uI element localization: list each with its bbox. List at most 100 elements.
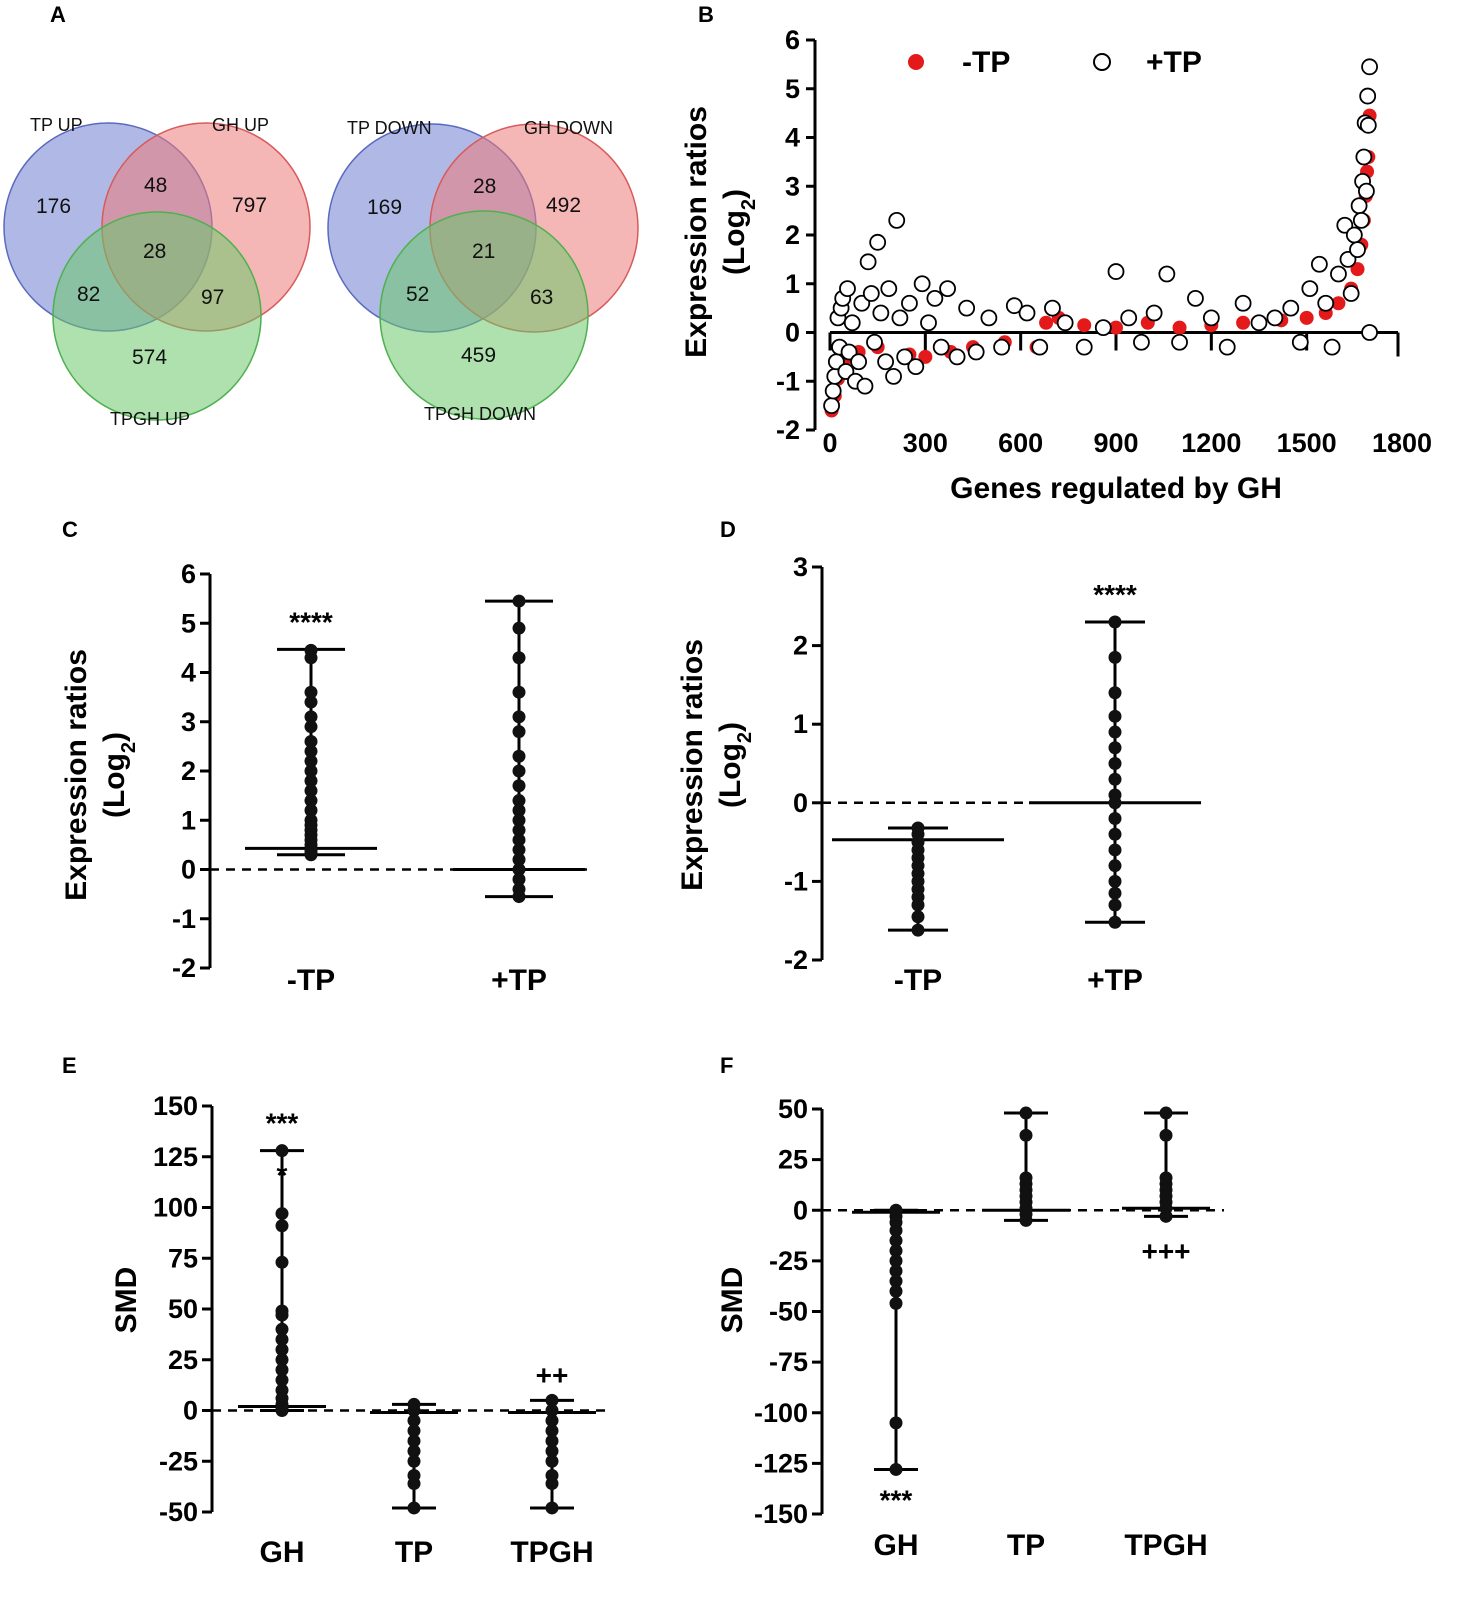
significance-label: ++ xyxy=(536,1359,569,1390)
data-point xyxy=(1108,725,1122,739)
data-point xyxy=(512,823,526,837)
venn-count: 169 xyxy=(367,196,402,219)
data-point xyxy=(512,794,526,808)
point-plus-tp xyxy=(932,338,950,356)
unit-prefix: (Log xyxy=(98,753,131,818)
x-tick-label: 1200 xyxy=(1181,428,1241,458)
y-tick-label: 6 xyxy=(785,25,800,55)
data-point xyxy=(304,754,318,768)
venn-circle-tpgh-up xyxy=(52,211,262,421)
data-point xyxy=(889,1254,903,1268)
plot-area: -2 -1 0 1 2 3 4 5 6 -TP **** +TP xyxy=(172,559,592,997)
data-point xyxy=(304,744,318,758)
y-tick-label: 0 xyxy=(793,788,808,818)
point-plus-tp xyxy=(926,289,944,307)
y-tick-label: 50 xyxy=(168,1294,198,1324)
data-point xyxy=(512,710,526,724)
unit-close: ) xyxy=(718,189,751,199)
category-label: TPGH xyxy=(510,1536,593,1569)
point-plus-tp xyxy=(1349,241,1366,259)
y-tick-label: 1 xyxy=(785,269,800,299)
data-point xyxy=(512,843,526,857)
point-plus-tp xyxy=(1291,333,1309,351)
y-tick-label: 150 xyxy=(153,1091,198,1121)
data-point xyxy=(304,784,318,798)
y-tick-label: 100 xyxy=(153,1193,198,1223)
data-point xyxy=(545,1414,559,1428)
venn-count: 28 xyxy=(143,240,166,263)
venn-count: 797 xyxy=(232,194,267,217)
data-point xyxy=(275,1332,289,1346)
point-plus-tp xyxy=(823,397,840,415)
data-point xyxy=(1159,1106,1173,1120)
y-axis-label-unit: (Log2) xyxy=(714,722,756,808)
point-minus-tp xyxy=(1109,320,1123,335)
y-tick-label: 2 xyxy=(181,756,196,786)
venn-count: 574 xyxy=(132,346,167,369)
category-label: GH xyxy=(260,1536,305,1569)
data-point xyxy=(545,1424,559,1438)
data-point xyxy=(275,1363,289,1377)
y-tick-label: 1 xyxy=(181,805,196,835)
data-point xyxy=(1108,915,1122,929)
data-point xyxy=(1108,898,1122,912)
point-plus-tp xyxy=(939,280,956,298)
y-axis-label: SMD xyxy=(716,1267,749,1334)
data-point xyxy=(275,1144,289,1158)
venn-set-label: GH UP xyxy=(212,115,269,135)
panel-label-d: D xyxy=(720,517,736,542)
y-tick-label: -25 xyxy=(769,1246,808,1276)
data-point xyxy=(304,764,318,778)
data-point xyxy=(512,890,526,904)
y-axis-label: SMD xyxy=(110,1267,143,1334)
data-point xyxy=(1108,859,1122,873)
venn-count: 176 xyxy=(36,195,71,218)
significance-note: * xyxy=(277,1160,288,1191)
category-label: TP xyxy=(1007,1529,1045,1562)
data-point xyxy=(304,720,318,734)
data-point xyxy=(407,1477,421,1491)
category-label: +TP xyxy=(1087,964,1143,997)
data-points xyxy=(823,58,1378,418)
legend-label: -TP xyxy=(962,46,1010,79)
venn-set-label: TP DOWN xyxy=(347,118,432,138)
point-plus-tp xyxy=(1202,309,1220,327)
point-minus-tp xyxy=(1077,318,1092,333)
x-axis-label: Genes regulated by GH xyxy=(950,472,1282,505)
data-point xyxy=(1108,827,1122,841)
unit-subscript: 2 xyxy=(118,742,140,753)
data-point xyxy=(545,1444,559,1458)
unit-prefix: (Log xyxy=(714,743,747,808)
data-point xyxy=(275,1207,289,1221)
point-plus-tp xyxy=(869,233,887,251)
y-tick-label: 4 xyxy=(785,123,800,153)
data-point xyxy=(304,710,318,724)
y-axis-label: Expression ratios xyxy=(60,649,93,901)
point-plus-tp xyxy=(866,333,883,351)
data-point xyxy=(512,833,526,847)
y-axis-label: Expression ratios xyxy=(676,639,709,891)
point-plus-tp xyxy=(948,348,966,366)
data-point xyxy=(304,803,318,817)
data-point xyxy=(889,1224,903,1237)
data-point xyxy=(1108,686,1122,700)
panel-label-c: C xyxy=(62,517,78,542)
point-plus-tp xyxy=(1031,338,1049,356)
point-plus-tp xyxy=(1234,294,1252,312)
point-minus-tp xyxy=(918,349,933,364)
data-point xyxy=(545,1477,559,1491)
y-tick-label: 3 xyxy=(785,171,800,201)
point-plus-tp xyxy=(1358,182,1375,200)
y-tick-label: 0 xyxy=(793,1195,808,1225)
point-plus-tp xyxy=(1158,265,1176,283)
point-plus-tp xyxy=(913,275,931,293)
venn-count: 21 xyxy=(472,240,495,263)
point-plus-tp xyxy=(901,294,918,312)
x-tick-label: 0 xyxy=(822,428,837,458)
y-axis-label-unit: (Log2) xyxy=(98,732,140,818)
y-tick-label: 0 xyxy=(183,1396,198,1426)
point-minus-tp xyxy=(1350,262,1365,277)
